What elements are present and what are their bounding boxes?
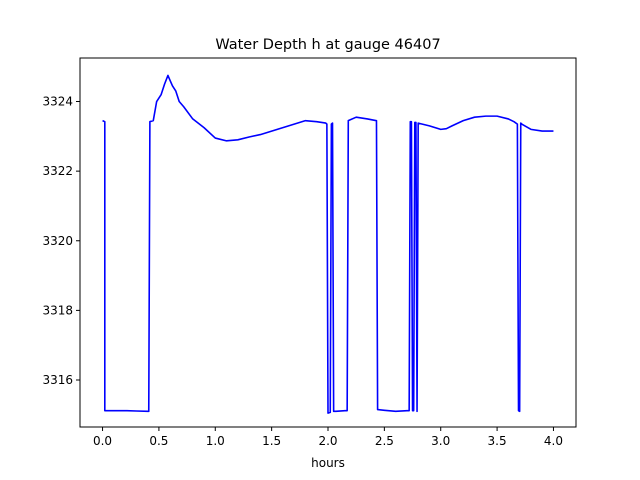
x-axis-label: hours xyxy=(311,456,345,470)
y-tick-label: 3322 xyxy=(42,164,73,178)
chart-title: Water Depth h at gauge 46407 xyxy=(215,37,440,53)
x-axis-ticks: 0.0 0.5 1.0 1.5 2.0 2.5 3.0 3.5 4.0 xyxy=(93,427,563,448)
y-tick-label: 3324 xyxy=(42,95,73,109)
x-tick-label: 0.5 xyxy=(149,434,168,448)
x-tick-label: 3.0 xyxy=(431,434,450,448)
y-axis-ticks: 3316 3318 3320 3322 3324 xyxy=(42,95,80,387)
y-tick-label: 3318 xyxy=(42,303,73,317)
x-tick-label: 0.0 xyxy=(93,434,112,448)
series-line xyxy=(102,74,554,414)
y-tick-label: 3316 xyxy=(42,373,73,387)
x-tick-label: 2.0 xyxy=(318,434,337,448)
x-tick-label: 2.5 xyxy=(375,434,394,448)
x-tick-label: 4.0 xyxy=(544,434,563,448)
y-tick-label: 3320 xyxy=(42,234,73,248)
x-tick-label: 1.5 xyxy=(262,434,281,448)
x-tick-label: 1.0 xyxy=(206,434,225,448)
plot-frame xyxy=(79,57,577,428)
plot-series-group xyxy=(102,74,554,414)
x-tick-label: 3.5 xyxy=(488,434,507,448)
